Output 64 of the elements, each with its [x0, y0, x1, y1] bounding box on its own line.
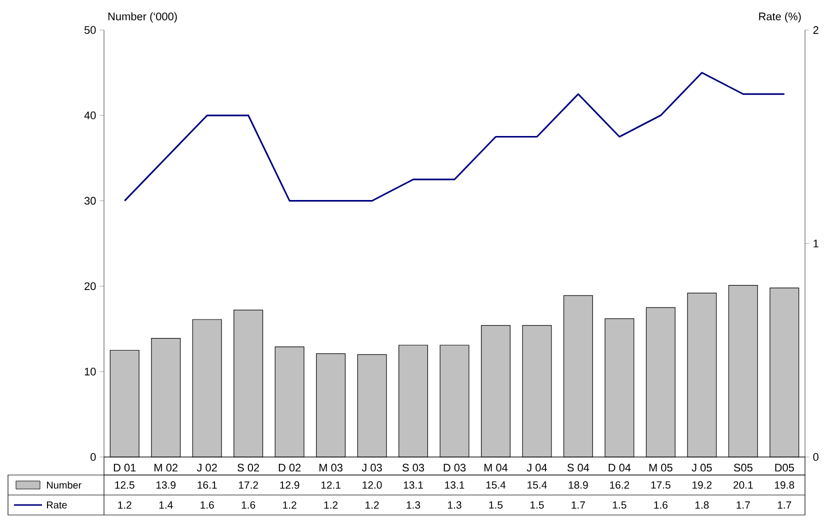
legend-label: Rate — [47, 502, 67, 508]
data-label: 1.2 — [283, 501, 296, 509]
x-tick-label: S 04 — [567, 464, 590, 472]
legend-label: Number — [47, 481, 82, 489]
x-tick-label: M 05 — [649, 464, 672, 472]
x-tick-label: M 02 — [154, 464, 178, 472]
x-tick-label: D05 — [775, 464, 794, 472]
y-tick-label: 40 — [84, 112, 96, 120]
data-label: 1.2 — [324, 501, 338, 509]
data-label: 1.4 — [159, 501, 173, 509]
x-tick-label: S05 — [734, 464, 752, 472]
data-label: 1.5 — [612, 501, 626, 509]
x-tick-label: S 03 — [402, 464, 424, 472]
data-label: 1.3 — [406, 501, 420, 509]
data-label: 13.9 — [156, 481, 176, 489]
data-label: 17.5 — [651, 481, 670, 489]
x-tick-label: D 01 — [114, 464, 136, 472]
y-tick-label: 50 — [84, 26, 96, 34]
data-label: 20.1 — [734, 481, 753, 489]
data-label: 12.5 — [115, 481, 134, 489]
data-label: 1.6 — [654, 501, 668, 509]
y-axis-title: Number (‘000) — [108, 12, 177, 22]
data-label: 1.7 — [572, 501, 585, 509]
data-label: 1.2 — [118, 501, 132, 509]
data-label: 1.3 — [448, 501, 462, 509]
data-label: 1.7 — [778, 501, 792, 509]
data-label: 15.4 — [528, 481, 547, 489]
data-label: 12.9 — [280, 481, 300, 489]
data-label: 12.1 — [321, 481, 340, 489]
x-tick-label: D 03 — [444, 464, 466, 472]
data-label: 1.6 — [242, 501, 256, 509]
data-label: 1.7 — [736, 501, 750, 509]
data-label: 1.6 — [200, 501, 214, 509]
data-label: 1.5 — [530, 501, 544, 509]
x-tick-label: S 02 — [238, 464, 260, 472]
data-label: 1.5 — [489, 501, 503, 509]
data-label: 19.8 — [775, 481, 794, 489]
y2-tick-label: 2 — [813, 26, 818, 34]
x-tick-label: M 04 — [484, 464, 508, 472]
data-label: 13.1 — [404, 481, 423, 489]
data-label: 12.0 — [362, 481, 382, 489]
data-label: 1.2 — [366, 501, 379, 509]
data-label: 13.1 — [445, 481, 464, 489]
data-label: 19.2 — [692, 481, 712, 489]
y2-axis-title: Rate (%) — [759, 12, 801, 22]
data-label: 17.2 — [238, 481, 258, 489]
y-tick-label: 20 — [84, 282, 96, 290]
data-label: 15.4 — [486, 481, 506, 489]
data-label: 1.8 — [695, 501, 709, 509]
x-tick-label: J 04 — [526, 464, 547, 472]
data-label: 16.1 — [198, 481, 217, 489]
x-tick-label: J 02 — [196, 464, 217, 472]
x-tick-label: J 03 — [362, 464, 382, 472]
x-tick-label: D 04 — [608, 464, 631, 472]
y2-tick-label: 0 — [813, 453, 818, 461]
x-tick-label: J 05 — [692, 464, 712, 472]
y-tick-label: 30 — [84, 196, 96, 205]
y2-tick-label: 1 — [814, 240, 818, 248]
x-tick-label: D 02 — [278, 464, 301, 472]
y-tick-label: 0 — [90, 453, 96, 461]
data-label: 16.2 — [610, 481, 630, 489]
y-tick-label: 10 — [84, 368, 96, 376]
x-tick-label: M 03 — [320, 464, 342, 472]
data-label: 18.9 — [568, 481, 588, 489]
